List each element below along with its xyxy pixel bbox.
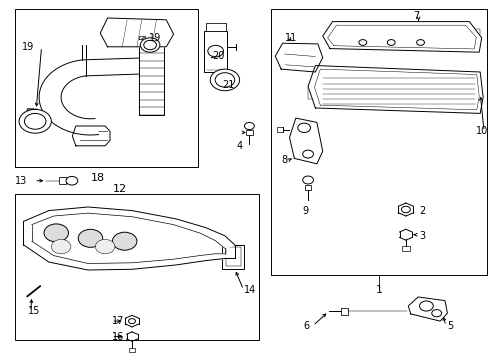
Circle shape xyxy=(358,40,366,45)
Circle shape xyxy=(66,176,78,185)
Circle shape xyxy=(112,232,137,250)
Polygon shape xyxy=(23,241,234,270)
Circle shape xyxy=(143,40,156,50)
Bar xyxy=(276,127,282,132)
Bar xyxy=(340,308,347,315)
Polygon shape xyxy=(322,22,481,52)
Bar xyxy=(401,246,409,251)
Bar xyxy=(245,130,252,135)
Circle shape xyxy=(207,45,223,57)
Bar xyxy=(128,348,135,352)
Text: 11: 11 xyxy=(285,33,297,43)
Circle shape xyxy=(297,123,310,132)
Circle shape xyxy=(302,176,313,184)
Text: 16: 16 xyxy=(111,332,123,342)
Ellipse shape xyxy=(95,239,115,254)
Bar xyxy=(304,185,311,190)
Text: 9: 9 xyxy=(302,206,308,216)
Polygon shape xyxy=(307,66,482,113)
Text: 4: 4 xyxy=(236,141,243,151)
Bar xyxy=(351,29,366,45)
Bar xyxy=(139,22,163,115)
Bar xyxy=(15,9,198,167)
Circle shape xyxy=(19,109,51,133)
Text: 15: 15 xyxy=(28,306,41,316)
Text: 17: 17 xyxy=(111,316,123,326)
Circle shape xyxy=(44,224,68,242)
Circle shape xyxy=(416,40,424,45)
Polygon shape xyxy=(100,18,173,47)
Text: 19: 19 xyxy=(22,42,34,52)
Polygon shape xyxy=(72,126,110,146)
Circle shape xyxy=(128,319,135,324)
Text: 8: 8 xyxy=(281,155,287,165)
Text: 19: 19 xyxy=(149,33,161,43)
Text: 3: 3 xyxy=(419,231,425,241)
Text: 18: 18 xyxy=(91,173,104,183)
Bar xyxy=(410,29,425,45)
Ellipse shape xyxy=(51,239,71,254)
Circle shape xyxy=(244,122,254,130)
Text: 13: 13 xyxy=(15,176,27,186)
Bar xyxy=(307,86,317,99)
Circle shape xyxy=(24,113,46,129)
Circle shape xyxy=(210,69,239,91)
Circle shape xyxy=(215,73,234,87)
Text: 21: 21 xyxy=(222,80,234,90)
Bar xyxy=(15,194,259,340)
Bar xyxy=(204,31,227,72)
Text: 6: 6 xyxy=(303,321,309,331)
Text: 10: 10 xyxy=(475,126,487,136)
Polygon shape xyxy=(289,118,322,164)
Bar xyxy=(59,177,66,184)
Bar xyxy=(468,29,479,47)
Text: 5: 5 xyxy=(447,321,453,331)
Circle shape xyxy=(401,206,409,213)
Circle shape xyxy=(78,229,102,247)
Polygon shape xyxy=(275,43,322,72)
Bar xyxy=(296,52,306,58)
Bar xyxy=(381,29,395,45)
Text: 7: 7 xyxy=(412,11,419,21)
Text: 20: 20 xyxy=(212,51,224,61)
Bar xyxy=(225,247,240,266)
Polygon shape xyxy=(23,207,234,248)
Bar xyxy=(222,245,243,269)
Bar xyxy=(205,23,225,31)
Text: 12: 12 xyxy=(113,184,126,194)
Text: 14: 14 xyxy=(243,285,255,295)
Circle shape xyxy=(140,38,160,52)
Text: 2: 2 xyxy=(419,206,425,216)
Circle shape xyxy=(419,301,432,311)
Text: 1: 1 xyxy=(375,285,382,295)
Polygon shape xyxy=(39,60,98,135)
Bar xyxy=(271,9,486,275)
Circle shape xyxy=(386,40,394,45)
Polygon shape xyxy=(407,297,447,321)
Circle shape xyxy=(431,310,441,317)
Circle shape xyxy=(302,150,313,158)
